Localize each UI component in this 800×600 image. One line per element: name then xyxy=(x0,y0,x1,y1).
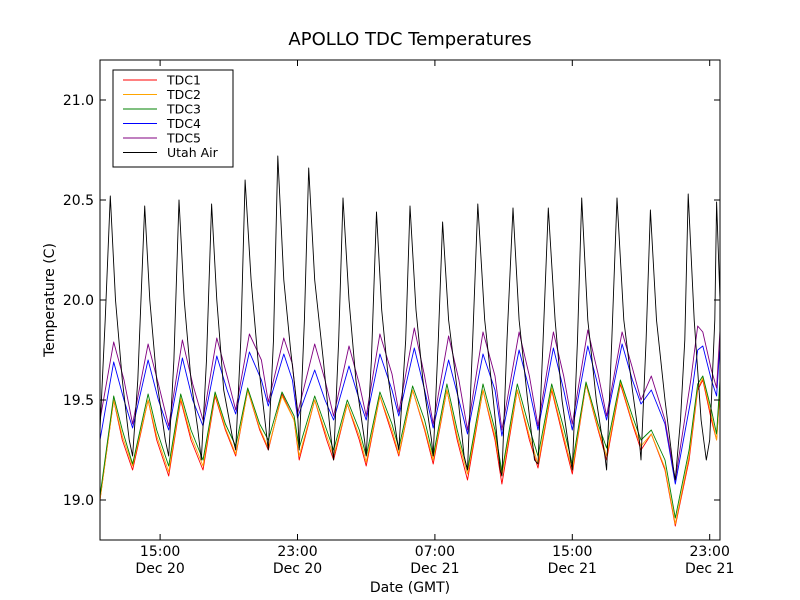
x-tick-time-label: 07:00 xyxy=(415,544,455,560)
y-axis: 19.0 19.5 20.0 20.5 21.0 xyxy=(63,93,720,509)
legend-label: TDC2 xyxy=(166,87,201,102)
x-tick-time-label: 15:00 xyxy=(552,544,592,560)
y-tick-label: 20.5 xyxy=(63,193,94,209)
x-tick-date-label: Dec 20 xyxy=(273,561,322,577)
y-axis-label: Temperature (C) xyxy=(42,243,58,358)
x-tick-date-label: Dec 21 xyxy=(548,561,597,577)
legend-label: TDC1 xyxy=(166,73,201,88)
series-line-tdc3 xyxy=(99,375,721,519)
x-tick-time-label: 23:00 xyxy=(277,544,317,560)
legend-label: TDC5 xyxy=(166,131,201,146)
series-layer xyxy=(99,155,721,527)
x-tick-date-label: Dec 21 xyxy=(410,561,459,577)
x-axis-label: Date (GMT) xyxy=(370,580,450,596)
legend-label: TDC4 xyxy=(166,116,201,131)
legend-label: Utah Air xyxy=(167,145,219,160)
series-line-tdc2 xyxy=(99,377,721,525)
legend-box xyxy=(112,69,234,168)
y-tick-label: 21.0 xyxy=(63,93,94,109)
y-tick-label: 19.0 xyxy=(63,493,94,509)
y-tick-label: 20.0 xyxy=(63,293,94,309)
series-line-utah-air xyxy=(99,155,721,481)
series-line-tdc4 xyxy=(99,343,721,485)
y-tick-label: 19.5 xyxy=(63,393,94,409)
series-line-tdc5 xyxy=(99,325,721,481)
legend-label: TDC3 xyxy=(166,102,201,117)
x-tick-date-label: Dec 20 xyxy=(135,561,184,577)
x-tick-time-label: 23:00 xyxy=(690,544,730,560)
chart-title: APOLLO TDC Temperatures xyxy=(288,29,531,50)
x-tick-time-label: 15:00 xyxy=(140,544,180,560)
x-tick-date-label: Dec 21 xyxy=(685,561,734,577)
